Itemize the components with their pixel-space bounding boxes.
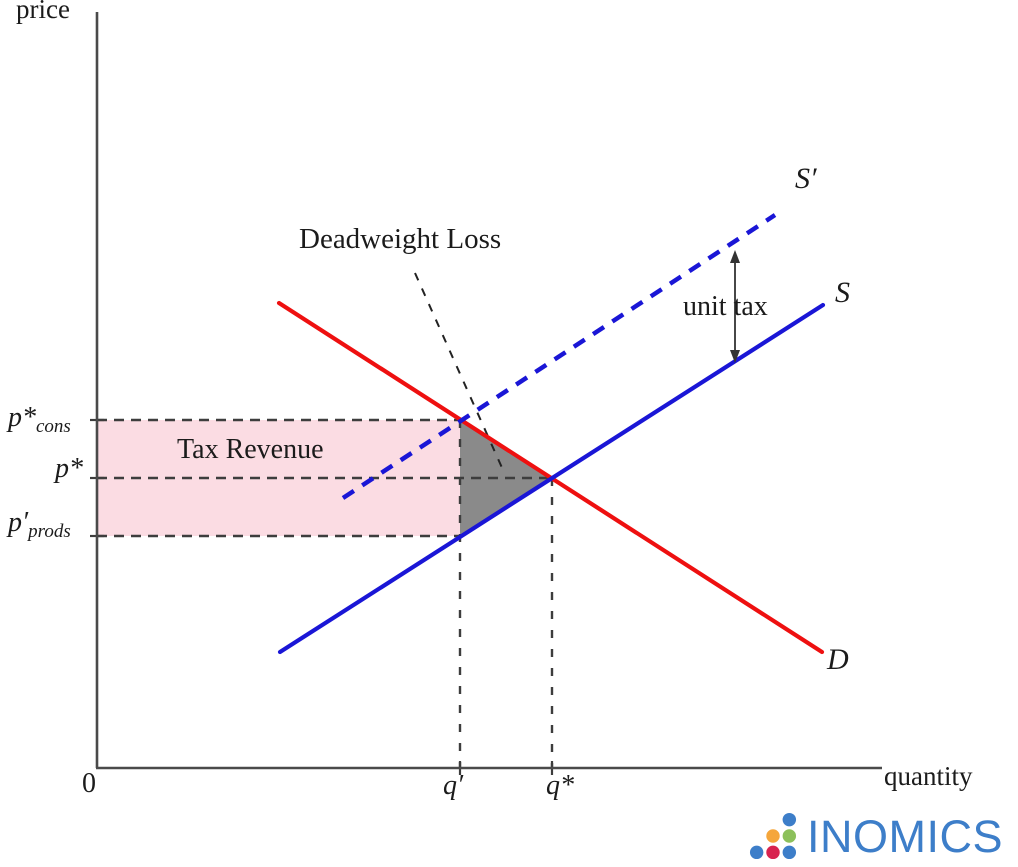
unit-tax-label: unit tax [683, 291, 768, 322]
p-cons-base: p* [8, 402, 36, 433]
origin-label: 0 [82, 768, 96, 799]
inomics-logo[interactable]: INOMICS [748, 812, 1003, 860]
p-prods-subscript: prods [28, 521, 71, 542]
unit-tax-arrowhead-down [730, 350, 740, 363]
shifted-supply-curve-label: S′ [795, 162, 817, 195]
x-axis-label: quantity [884, 761, 973, 791]
p-star-label: p* [55, 453, 83, 484]
q-star-label: q* [546, 770, 574, 801]
p-cons-subscript: cons [36, 416, 71, 437]
p-cons-label: p*cons [8, 402, 71, 437]
deadweight-loss-label: Deadweight Loss [299, 223, 502, 255]
inomics-dots-icon [749, 812, 797, 860]
shifted-supply-curve [341, 213, 777, 500]
deadweight-pointer-line [414, 272, 504, 471]
supply-curve-label: S [835, 276, 850, 309]
p-prods-base: p′ [8, 507, 29, 538]
p-prods-label: p′prods [8, 507, 71, 542]
tax-revenue-label: Tax Revenue [177, 434, 324, 465]
inomics-logo-text: INOMICS [807, 810, 1004, 862]
y-axis-label: price [16, 0, 70, 24]
demand-curve-label: D [827, 643, 849, 676]
supply-curve [277, 302, 826, 655]
q-prime-label: q′ [443, 770, 464, 801]
unit-tax-arrowhead-up [730, 250, 740, 263]
